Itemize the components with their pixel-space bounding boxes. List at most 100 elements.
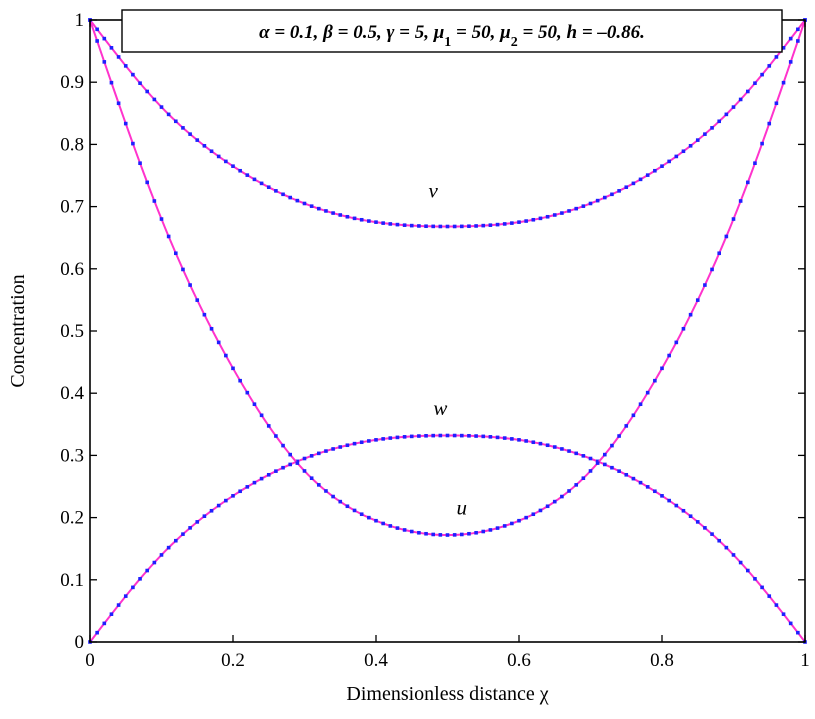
data-point-w: [445, 433, 450, 438]
data-point-u: [409, 529, 414, 534]
data-point-w: [688, 514, 693, 518]
data-point-v: [631, 181, 636, 186]
series-u: [88, 18, 807, 537]
data-point-v: [102, 36, 107, 41]
data-point-v: [174, 119, 178, 124]
data-point-w: [731, 553, 736, 557]
data-point-u: [617, 434, 621, 438]
data-point-u: [467, 531, 471, 536]
data-point-u: [695, 298, 700, 302]
data-point-u: [452, 533, 457, 537]
data-point-u: [588, 469, 593, 473]
data-point-v: [345, 214, 350, 219]
data-point-v: [381, 221, 385, 225]
data-point-w: [738, 560, 743, 565]
data-point-u: [281, 443, 285, 448]
data-point-w: [359, 440, 364, 445]
data-point-w: [274, 469, 278, 473]
data-point-u: [345, 504, 350, 509]
curve-label-u: u: [457, 495, 468, 519]
data-point-w: [281, 465, 285, 470]
data-point-v: [560, 211, 564, 215]
data-point-v: [488, 223, 493, 227]
data-point-w: [660, 494, 664, 498]
data-point-w: [409, 434, 414, 439]
data-point-v: [681, 149, 686, 154]
data-point-u: [688, 312, 693, 317]
data-point-w: [417, 434, 421, 438]
data-point-w: [424, 433, 428, 438]
data-point-v: [731, 105, 736, 109]
data-point-v: [395, 222, 400, 227]
data-point-v: [288, 195, 292, 200]
data-point-w: [567, 449, 571, 453]
data-point-u: [595, 461, 600, 465]
data-point-w: [610, 465, 614, 470]
data-point-v: [581, 204, 586, 208]
data-point-u: [188, 283, 192, 287]
data-point-w: [667, 498, 671, 503]
y-tick-label: 0.1: [60, 570, 84, 591]
data-point-u: [724, 234, 729, 239]
data-point-w: [624, 472, 629, 477]
data-point-u: [131, 141, 135, 146]
data-point-v: [245, 173, 250, 177]
data-point-v: [359, 217, 364, 222]
data-point-w: [123, 594, 128, 598]
data-point-v: [674, 154, 679, 159]
data-point-w: [653, 489, 657, 494]
data-point-w: [252, 480, 257, 485]
data-point-u: [395, 526, 400, 530]
data-point-w: [181, 532, 185, 536]
data-point-w: [603, 462, 607, 467]
data-point-v: [746, 89, 750, 94]
data-point-w: [760, 585, 764, 590]
data-point-u: [202, 312, 207, 317]
data-point-v: [617, 189, 621, 193]
data-point-u: [245, 390, 250, 395]
data-point-v: [517, 220, 521, 224]
y-tick-label: 0.4: [60, 383, 84, 404]
data-point-u: [109, 80, 114, 85]
parameter-annotation-text: α = 0.1, β = 0.5, γ = 5, μ1 = 50, μ2 = 5…: [259, 22, 645, 50]
data-point-u: [703, 283, 707, 287]
data-point-v: [610, 192, 614, 197]
data-point-v: [653, 168, 657, 173]
data-point-w: [753, 577, 757, 581]
data-point-w: [317, 451, 321, 456]
data-point-u: [731, 217, 736, 221]
data-point-v: [567, 209, 571, 213]
data-point-v: [667, 159, 671, 164]
data-point-v: [188, 132, 192, 136]
data-point-u: [174, 251, 178, 256]
data-point-v: [738, 97, 743, 102]
data-point-u: [302, 469, 307, 473]
data-point-v: [438, 224, 443, 229]
data-point-v: [538, 216, 543, 221]
data-point-u: [238, 378, 242, 383]
data-point-w: [381, 437, 385, 441]
data-point-u: [717, 251, 721, 256]
data-point-v: [474, 224, 478, 228]
y-tick-label: 0.3: [60, 445, 84, 466]
data-point-u: [402, 528, 407, 532]
data-point-w: [152, 560, 157, 565]
data-point-u: [645, 390, 650, 395]
data-point-w: [452, 433, 457, 438]
data-point-u: [438, 533, 443, 537]
data-point-v: [760, 72, 764, 77]
data-point-u: [445, 533, 450, 537]
data-point-u: [481, 529, 486, 534]
data-point-v: [645, 173, 650, 177]
data-point-w: [788, 621, 793, 626]
data-point-w: [138, 577, 142, 581]
data-point-w: [460, 433, 464, 438]
data-point-w: [724, 545, 729, 550]
data-point-w: [131, 585, 135, 590]
data-point-w: [102, 621, 107, 626]
data-point-v: [452, 224, 457, 229]
data-point-u: [746, 180, 750, 185]
data-point-w: [510, 437, 514, 441]
data-point-v: [531, 217, 536, 222]
data-point-w: [345, 443, 350, 448]
